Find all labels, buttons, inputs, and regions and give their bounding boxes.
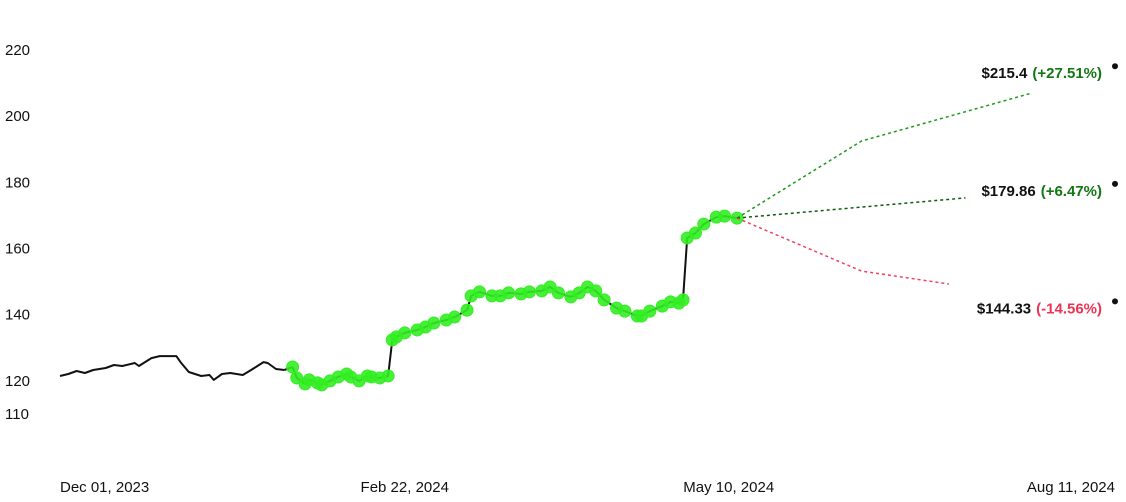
price-marker	[522, 285, 536, 299]
y-tick-label: 180	[5, 174, 30, 191]
price-marker	[676, 293, 690, 307]
x-tick-label: May 10, 2024	[683, 479, 774, 496]
price-marker	[718, 209, 732, 223]
price-marker	[502, 286, 516, 300]
forecast-line	[736, 92, 1033, 219]
price-marker	[643, 304, 657, 318]
target-change: (+27.51%)	[1032, 65, 1102, 82]
price-marker	[618, 304, 632, 318]
target-dot	[1112, 298, 1118, 305]
price-marker	[448, 310, 462, 324]
target-dot	[1112, 63, 1118, 70]
y-tick-label: 120	[5, 373, 30, 390]
price-marker	[460, 303, 474, 317]
x-tick-label: Dec 01, 2023	[60, 479, 149, 496]
target-price: $215.4	[981, 65, 1028, 82]
y-tick-label: 220	[5, 42, 30, 59]
price-marker	[688, 226, 702, 240]
target-label: $179.86 (+6.47%)	[981, 183, 1102, 200]
price-marker	[398, 326, 412, 340]
target-change: (-14.56%)	[1036, 300, 1102, 317]
price-line	[59, 355, 285, 381]
target-label: $215.4 (+27.51%)	[981, 65, 1102, 82]
y-tick-label: 140	[5, 307, 30, 324]
price-marker	[697, 217, 711, 231]
x-tick-label: Aug 11, 2024	[1027, 479, 1115, 496]
target-change: (+6.47%)	[1041, 183, 1102, 200]
target-dot	[1112, 180, 1118, 187]
x-tick-label: Feb 22, 2024	[361, 479, 449, 496]
y-tick-label: 160	[5, 241, 30, 258]
target-price: $179.86	[981, 183, 1035, 200]
forecast-line	[736, 217, 950, 285]
price-marker	[381, 369, 395, 383]
target-label: $144.33 (-14.56%)	[977, 300, 1102, 317]
price-marker	[551, 286, 565, 300]
y-tick-label: 110	[5, 406, 29, 423]
price-marker	[473, 285, 487, 299]
price-marker	[589, 284, 603, 298]
price-marker	[286, 360, 300, 374]
price-marker	[597, 293, 611, 307]
target-price: $144.33	[977, 300, 1031, 317]
price-marker	[427, 316, 441, 330]
y-tick-label: 200	[5, 108, 30, 125]
forecast-line	[736, 197, 966, 219]
